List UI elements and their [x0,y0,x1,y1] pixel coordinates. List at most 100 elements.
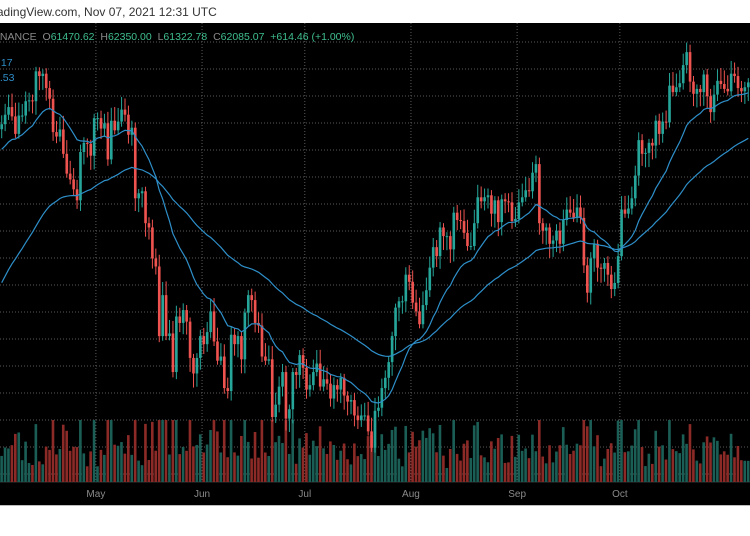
candle-body [219,356,223,361]
volume-bar [253,431,257,482]
candle-body [431,247,435,268]
volume-bar [500,434,503,482]
volume-bar [380,434,384,482]
candle-body [719,80,723,85]
volume-bar [315,446,318,482]
candle-body [332,385,336,399]
candle-body [133,127,137,199]
candle-body [675,87,678,93]
volume-bar [558,445,562,482]
volume-bar [469,458,473,482]
candle-body [599,267,603,269]
candle-body [55,132,58,137]
volume-bar [716,440,719,482]
volume-bar [616,420,620,482]
volume-bar [174,420,178,482]
candle-body [301,355,305,368]
candle-body [14,116,17,134]
volume-bar [736,445,740,482]
volume-bar [544,463,548,482]
candle-body [270,359,274,418]
candle-body [520,197,524,203]
candle-body [469,246,473,248]
candle-body [726,88,730,92]
volume-bar [284,420,288,482]
x-axis-tick-label: Oct [612,489,628,500]
candle-body [89,143,93,156]
volume-bar [404,425,408,482]
volume-bar [202,452,205,482]
ma-slow-legend: 7.53 [0,72,15,84]
price-chart[interactable]: May Jun Jul Aug Sep Oct [0,23,750,505]
volume-bar [267,456,271,482]
volume-bar [740,460,743,482]
low-label: L [157,31,164,43]
candle-body [294,372,298,375]
change-value: +614.46 (+1.00%) [270,31,355,43]
volume-bar [377,456,380,482]
candle-body [27,100,31,102]
ma-fast-legend: .17 [0,57,13,69]
candle-body [209,311,212,333]
volume-bar [209,430,212,482]
candle-body [705,74,709,97]
candle-body [92,118,96,156]
candle-body [445,236,449,238]
volume-bar [41,464,45,482]
candle-body [7,107,10,115]
candle-body [188,321,192,358]
candle-body [524,190,527,198]
candle-body [527,190,531,192]
candle-body [356,415,360,421]
candle-body [106,123,110,160]
candle-body [373,410,377,448]
volume-bar [318,426,322,482]
volume-bar [178,454,182,482]
volume-bar [233,452,236,482]
volume-bar [466,440,469,482]
candle-body [305,367,308,390]
volume-bar [394,426,397,482]
volume-bar [524,448,527,482]
volume-bar [72,446,75,482]
volume-bar [459,460,462,482]
candle-body [462,221,466,233]
volume-bar [620,420,623,482]
volume-bar [627,451,630,482]
volume-bar [640,447,644,482]
volume-bar [609,443,613,482]
volume-bar [671,449,675,482]
candle-body [397,301,401,308]
candle-body [695,88,699,94]
candle-body [661,121,664,134]
candle-body [466,232,469,247]
candle-body [380,388,384,408]
volume-bar [513,456,517,482]
volume-bar [572,450,575,482]
candle-body [681,65,685,84]
volume-bar [305,433,308,482]
volume-bar [257,457,260,482]
volume-bar [212,420,216,482]
volume-bar [599,466,603,482]
high-value: 62350.00 [107,31,152,43]
candle-body [678,83,682,88]
volume-bar [133,420,137,482]
volume-bar [335,459,339,482]
volume-bar [712,437,716,482]
open-value: 61470.62 [50,31,95,43]
volume-bar [123,453,127,482]
volume-bar [51,420,55,482]
volume-bar [702,442,705,482]
volume-bar [722,451,726,482]
volume-bar [527,458,531,482]
candle-body [109,120,113,160]
candle-body [212,311,216,342]
candle-body [240,336,243,360]
candle-body [346,395,349,402]
volume-bar [181,446,185,482]
volume-bar [448,448,452,482]
candle-body [250,295,254,301]
volume-bar [363,459,366,482]
volume-bar [565,444,568,482]
